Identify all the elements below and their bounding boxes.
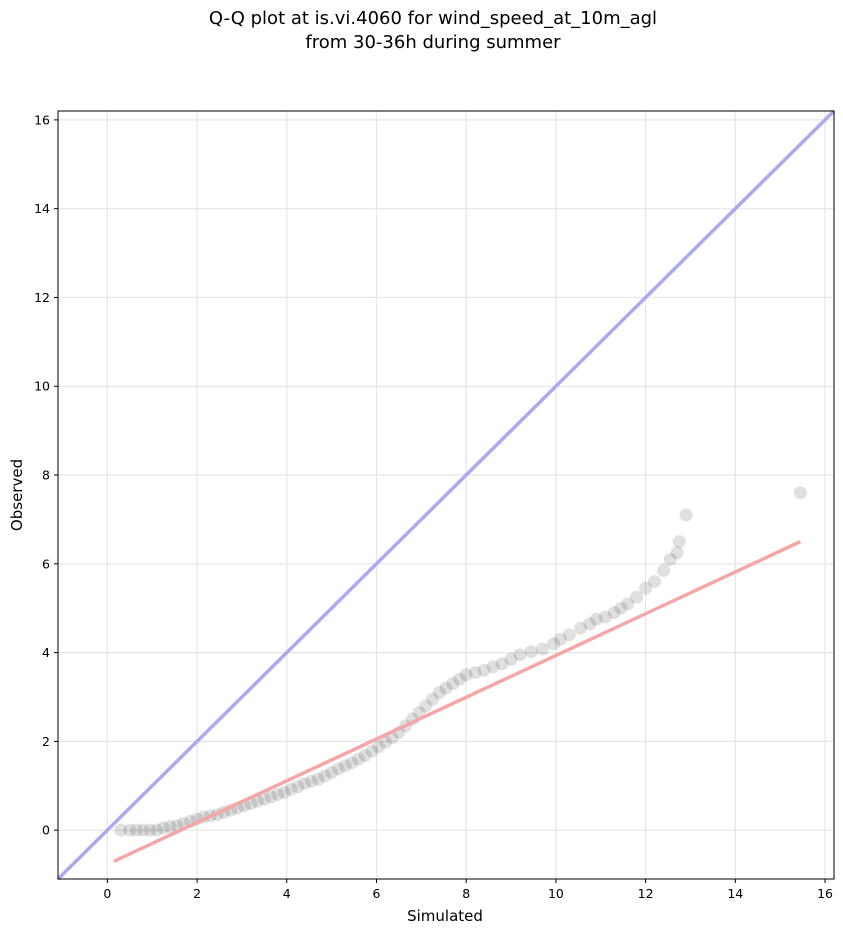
data-point: [630, 590, 644, 604]
data-point: [468, 666, 482, 680]
data-point: [284, 782, 298, 796]
data-point: [257, 792, 271, 806]
data-point: [378, 735, 392, 749]
y-tick-label: 0: [42, 823, 50, 838]
x-tick-label: 14: [727, 886, 743, 901]
y-tick-label: 14: [34, 201, 50, 216]
x-tick-label: 6: [372, 886, 380, 901]
x-tick-label: 2: [193, 886, 201, 901]
data-point: [657, 563, 671, 577]
fit-line: [113, 540, 802, 863]
data-point: [352, 752, 366, 766]
data-point: [547, 637, 561, 651]
data-point: [793, 486, 807, 500]
data-point: [504, 652, 518, 666]
data-point: [583, 617, 597, 631]
y-axis-label: Observed: [8, 459, 26, 531]
y-tick-label: 6: [42, 556, 50, 571]
data-point: [495, 657, 509, 671]
x-tick-label: 0: [103, 886, 111, 901]
data-point: [291, 780, 305, 794]
x-axis-label: Simulated: [407, 907, 483, 925]
data-point: [639, 581, 653, 595]
plot-frame: [57, 110, 835, 880]
data-point: [345, 756, 359, 770]
data-point: [304, 774, 318, 788]
data-point: [251, 794, 265, 808]
y-tick-label: 4: [42, 645, 50, 660]
data-point: [614, 601, 628, 615]
grid-lines: [58, 111, 834, 879]
data-point: [459, 668, 473, 682]
reference-lines: [56, 109, 836, 881]
data-point: [365, 744, 379, 758]
data-point: [358, 749, 372, 763]
data-point: [426, 692, 440, 706]
data-point: [432, 686, 446, 700]
data-point: [574, 621, 588, 635]
data-point: [607, 606, 621, 620]
data-point: [156, 821, 170, 835]
data-point: [114, 823, 128, 837]
data-point: [331, 762, 345, 776]
data-point: [477, 663, 491, 677]
data-point: [123, 823, 137, 837]
y-tick-label: 16: [34, 112, 50, 127]
data-point: [419, 699, 433, 713]
data-point: [663, 552, 677, 566]
data-point: [150, 823, 164, 837]
y-tick-label: 8: [42, 468, 50, 483]
data-point: [338, 759, 352, 773]
chart-title-line2: from 30-36h during summer: [305, 32, 561, 53]
x-tick-label: 8: [462, 886, 470, 901]
data-point: [535, 642, 549, 656]
data-point: [670, 546, 684, 560]
data-point: [452, 672, 466, 686]
data-point: [136, 823, 150, 837]
data-point: [513, 648, 527, 662]
data-point: [486, 660, 500, 674]
data-point: [589, 612, 603, 626]
data-point: [553, 632, 567, 646]
x-tick-label: 4: [283, 886, 291, 901]
data-point: [648, 575, 662, 589]
data-point: [598, 610, 612, 624]
data-point: [298, 777, 312, 791]
identity-line: [56, 109, 836, 881]
data-point: [129, 823, 143, 837]
data-point: [264, 790, 278, 804]
y-tick-label: 12: [34, 290, 50, 305]
y-tick-label: 2: [42, 734, 50, 749]
x-tick-label: 16: [817, 886, 833, 901]
data-point: [446, 677, 460, 691]
data-point: [278, 785, 292, 799]
data-point: [271, 788, 285, 802]
y-tick-label: 10: [34, 379, 50, 394]
data-points: [114, 486, 807, 837]
data-point: [318, 769, 332, 783]
data-point: [143, 823, 157, 837]
data-point: [311, 772, 325, 786]
data-point: [163, 820, 177, 834]
data-point: [672, 535, 686, 549]
data-point: [524, 645, 538, 659]
x-tick-label: 12: [638, 886, 654, 901]
x-tick-label: 10: [548, 886, 564, 901]
chart-title-line1: Q-Q plot at is.vi.4060 for wind_speed_at…: [209, 8, 657, 29]
axis-ticks: 0 2 4 6 8 10 12 14 16 0 2 4 6 8 10 12 14 16: [34, 112, 833, 901]
data-point: [679, 508, 693, 522]
data-point: [562, 628, 576, 642]
data-point: [325, 765, 339, 779]
data-point: [372, 740, 386, 754]
data-point: [621, 597, 635, 611]
data-point: [439, 681, 453, 695]
